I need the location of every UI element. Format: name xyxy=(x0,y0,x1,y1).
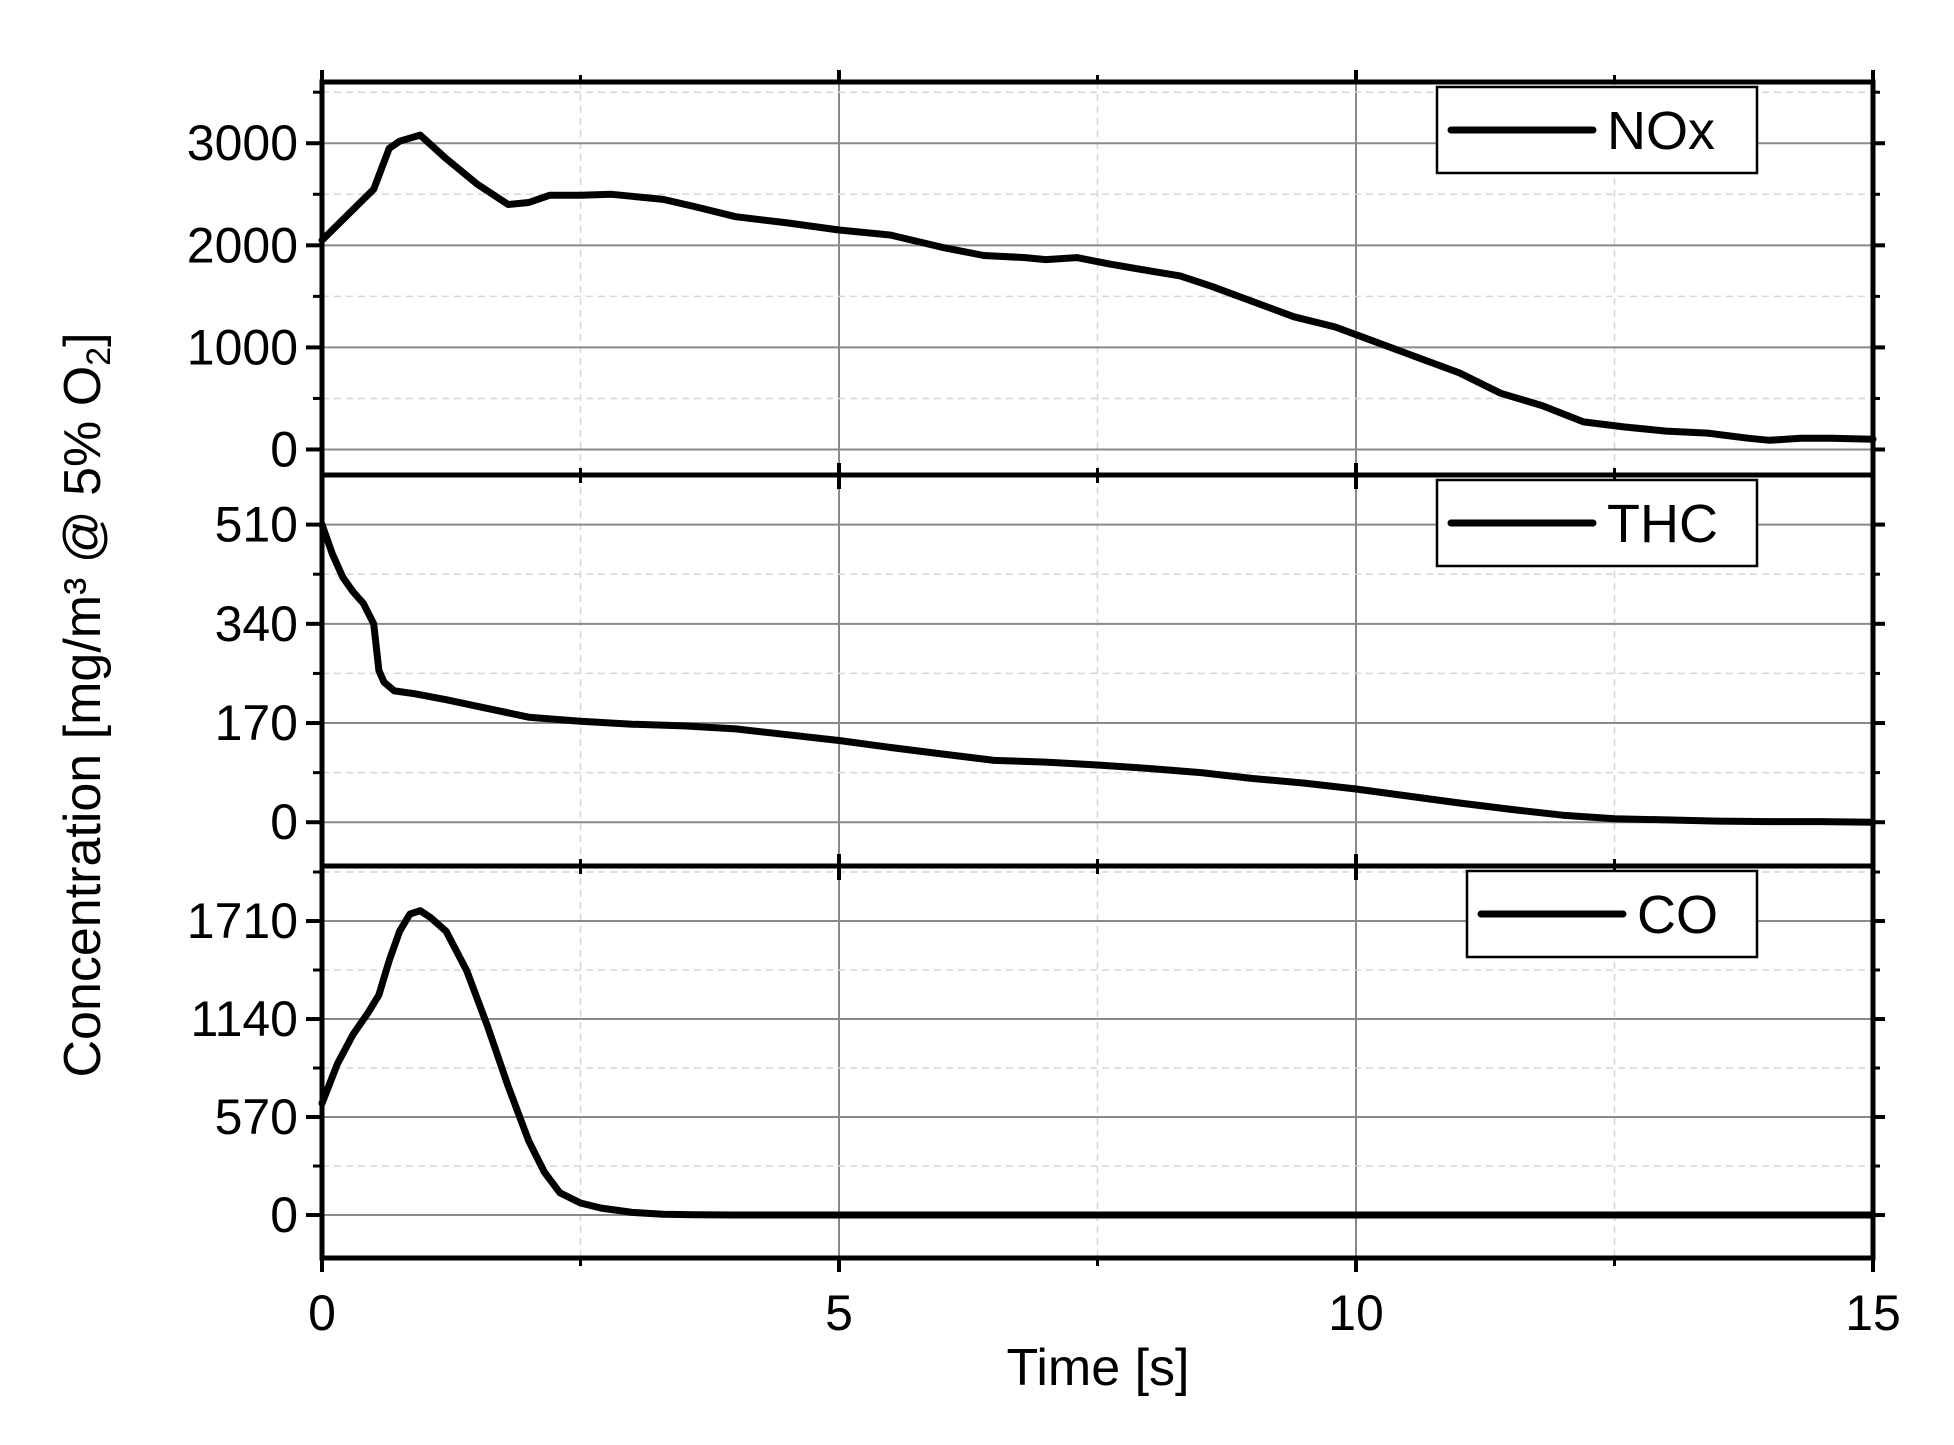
co-legend-label: CO xyxy=(1637,885,1718,945)
nox-ytick-label: 3000 xyxy=(187,115,298,171)
nox-legend-label: NOx xyxy=(1607,101,1715,161)
thc-ytick-label: 170 xyxy=(215,695,298,751)
thc-legend-label: THC xyxy=(1607,494,1718,554)
xtick-label: 15 xyxy=(1845,1285,1901,1341)
x-axis-title: Time [s] xyxy=(1007,1339,1190,1397)
legend-layer: NOx THC CO xyxy=(1435,85,1759,959)
tick-layer xyxy=(306,70,1885,1272)
xtick-label: 5 xyxy=(825,1285,853,1341)
thc-ytick-label: 510 xyxy=(215,497,298,553)
co-ytick-label: 1140 xyxy=(190,991,298,1047)
y-axis-title-subscript: 2 xyxy=(80,347,118,366)
y-axis-title-main: Concentration [mg/m³ @ 5% O xyxy=(54,366,112,1078)
nox-ytick-label: 0 xyxy=(270,421,298,477)
nox-ytick-label: 2000 xyxy=(187,217,298,273)
thc-series-line xyxy=(318,521,1877,826)
thc-ytick-label: 340 xyxy=(215,596,298,652)
co-ytick-label: 570 xyxy=(215,1089,298,1145)
xtick-label: 10 xyxy=(1328,1285,1384,1341)
thc-ytick-label: 0 xyxy=(270,794,298,850)
co-ytick-label: 0 xyxy=(270,1187,298,1243)
co-series-line xyxy=(318,907,1877,1219)
co-ytick-label: 1710 xyxy=(187,893,298,949)
y-axis-title: Concentration [mg/m³ @ 5% O2] xyxy=(54,332,118,1077)
nox-series-line xyxy=(318,131,1877,444)
xtick-label: 0 xyxy=(308,1285,336,1341)
nox-legend-box xyxy=(1435,85,1759,175)
series-layer xyxy=(318,131,1877,1219)
y-axis-title-suffix: ] xyxy=(54,332,112,346)
nox-ytick-label: 1000 xyxy=(187,319,298,375)
